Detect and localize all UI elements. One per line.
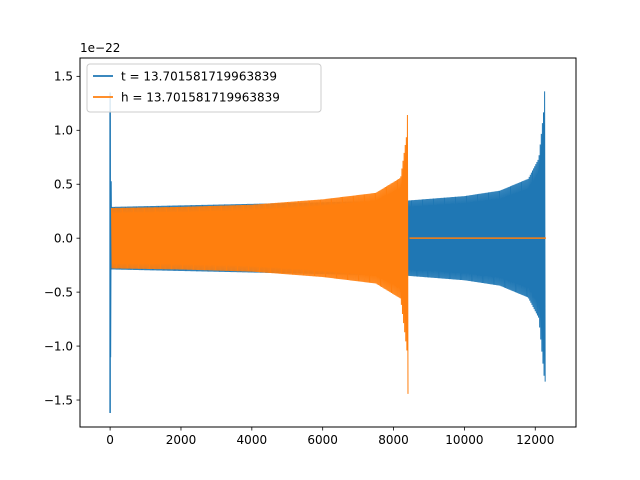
x-tick-label: 4000 — [237, 433, 268, 447]
y-tick-label: −1.0 — [44, 339, 73, 353]
legend-label: t = 13.701581719963839 — [121, 69, 277, 83]
series-1 — [111, 114, 546, 394]
y-axis: −1.5 −1.0 −0.5 0.0 0.5 1.0 1.5 — [44, 70, 80, 407]
x-axis: 0 2000 4000 6000 8000 10000 12000 — [106, 427, 554, 447]
legend-label: h = 13.701581719963839 — [121, 90, 280, 104]
x-tick-label: 6000 — [307, 433, 338, 447]
x-tick-label: 8000 — [378, 433, 409, 447]
x-tick-label: 2000 — [166, 433, 197, 447]
x-tick-label: 0 — [106, 433, 114, 447]
series-1-wave — [111, 114, 409, 394]
y-tick-label: 1.5 — [54, 70, 73, 84]
y-tick-label: −1.5 — [44, 393, 73, 407]
series-layer — [109, 91, 546, 413]
y-tick-label: 0.5 — [54, 178, 73, 192]
x-tick-label: 12000 — [516, 433, 554, 447]
y-offset-label: 1e−22 — [80, 41, 120, 55]
y-tick-label: 0.0 — [54, 231, 73, 245]
legend: t = 13.701581719963839 h = 13.70158171996… — [86, 63, 322, 113]
legend-box — [86, 63, 322, 113]
y-tick-label: 1.0 — [54, 124, 73, 138]
x-tick-label: 10000 — [445, 433, 483, 447]
plot-frame — [79, 57, 577, 428]
y-tick-label: −0.5 — [44, 285, 73, 299]
